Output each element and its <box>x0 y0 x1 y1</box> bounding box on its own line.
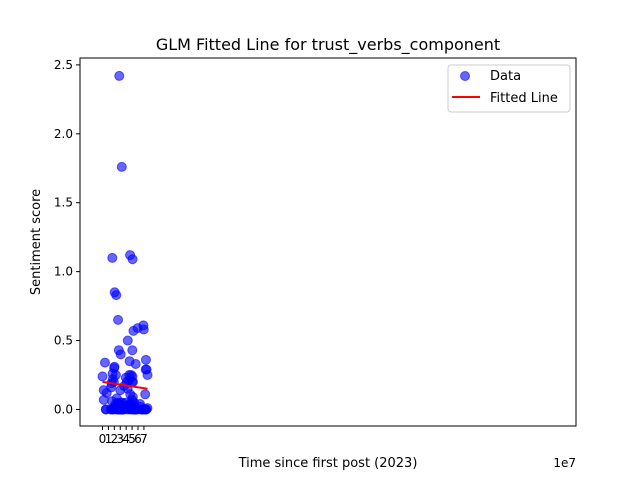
y-tick-label: 1.5 <box>54 196 73 210</box>
x-axis-offset-label: 1e7 <box>553 456 576 470</box>
data-point <box>140 354 151 365</box>
data-point <box>140 389 151 400</box>
x-tick-label: 5 <box>128 432 136 446</box>
x-tick-label: 7 <box>140 432 148 446</box>
data-point <box>107 252 118 263</box>
legend-label-fitted-line: Fitted Line <box>490 91 558 106</box>
data-point <box>127 254 138 265</box>
data-point <box>138 324 149 335</box>
data-point <box>127 376 138 387</box>
legend-marker-data <box>460 71 470 81</box>
data-point <box>114 70 125 81</box>
data-point <box>130 358 141 369</box>
data-point <box>111 290 122 301</box>
x-tick-label: 1 <box>105 432 113 446</box>
data-point <box>99 357 110 368</box>
data-point <box>116 161 127 172</box>
x-axis-label: Time since first post (2023) <box>238 456 418 471</box>
y-tick-label: 0.5 <box>54 334 73 348</box>
axes-frame <box>79 57 577 427</box>
x-tick-label: 6 <box>134 432 142 446</box>
data-point <box>97 371 108 382</box>
fitted-line <box>102 380 148 390</box>
data-point <box>113 314 124 325</box>
x-tick-label: 0 <box>99 432 107 446</box>
chart-title: GLM Fitted Line for trust_verbs_componen… <box>156 35 500 55</box>
x-tick-label: 3 <box>116 432 124 446</box>
data-point <box>142 370 153 381</box>
y-tick-label: 0.0 <box>54 402 73 416</box>
x-tick-label: 4 <box>122 432 130 446</box>
legend-label-data: Data <box>490 69 521 84</box>
data-point <box>142 403 153 414</box>
x-tick-label: 2 <box>111 432 119 446</box>
data-point <box>109 361 120 372</box>
data-point <box>115 349 126 360</box>
y-tick-label: 1.0 <box>54 265 73 279</box>
data-point <box>122 335 133 346</box>
data-point <box>127 345 138 356</box>
data-point <box>110 370 121 381</box>
y-tick-label: 2.5 <box>54 58 73 72</box>
y-tick-label: 2.0 <box>54 127 73 141</box>
legend-box <box>447 64 571 113</box>
y-axis-label: Sentiment score <box>29 189 44 295</box>
